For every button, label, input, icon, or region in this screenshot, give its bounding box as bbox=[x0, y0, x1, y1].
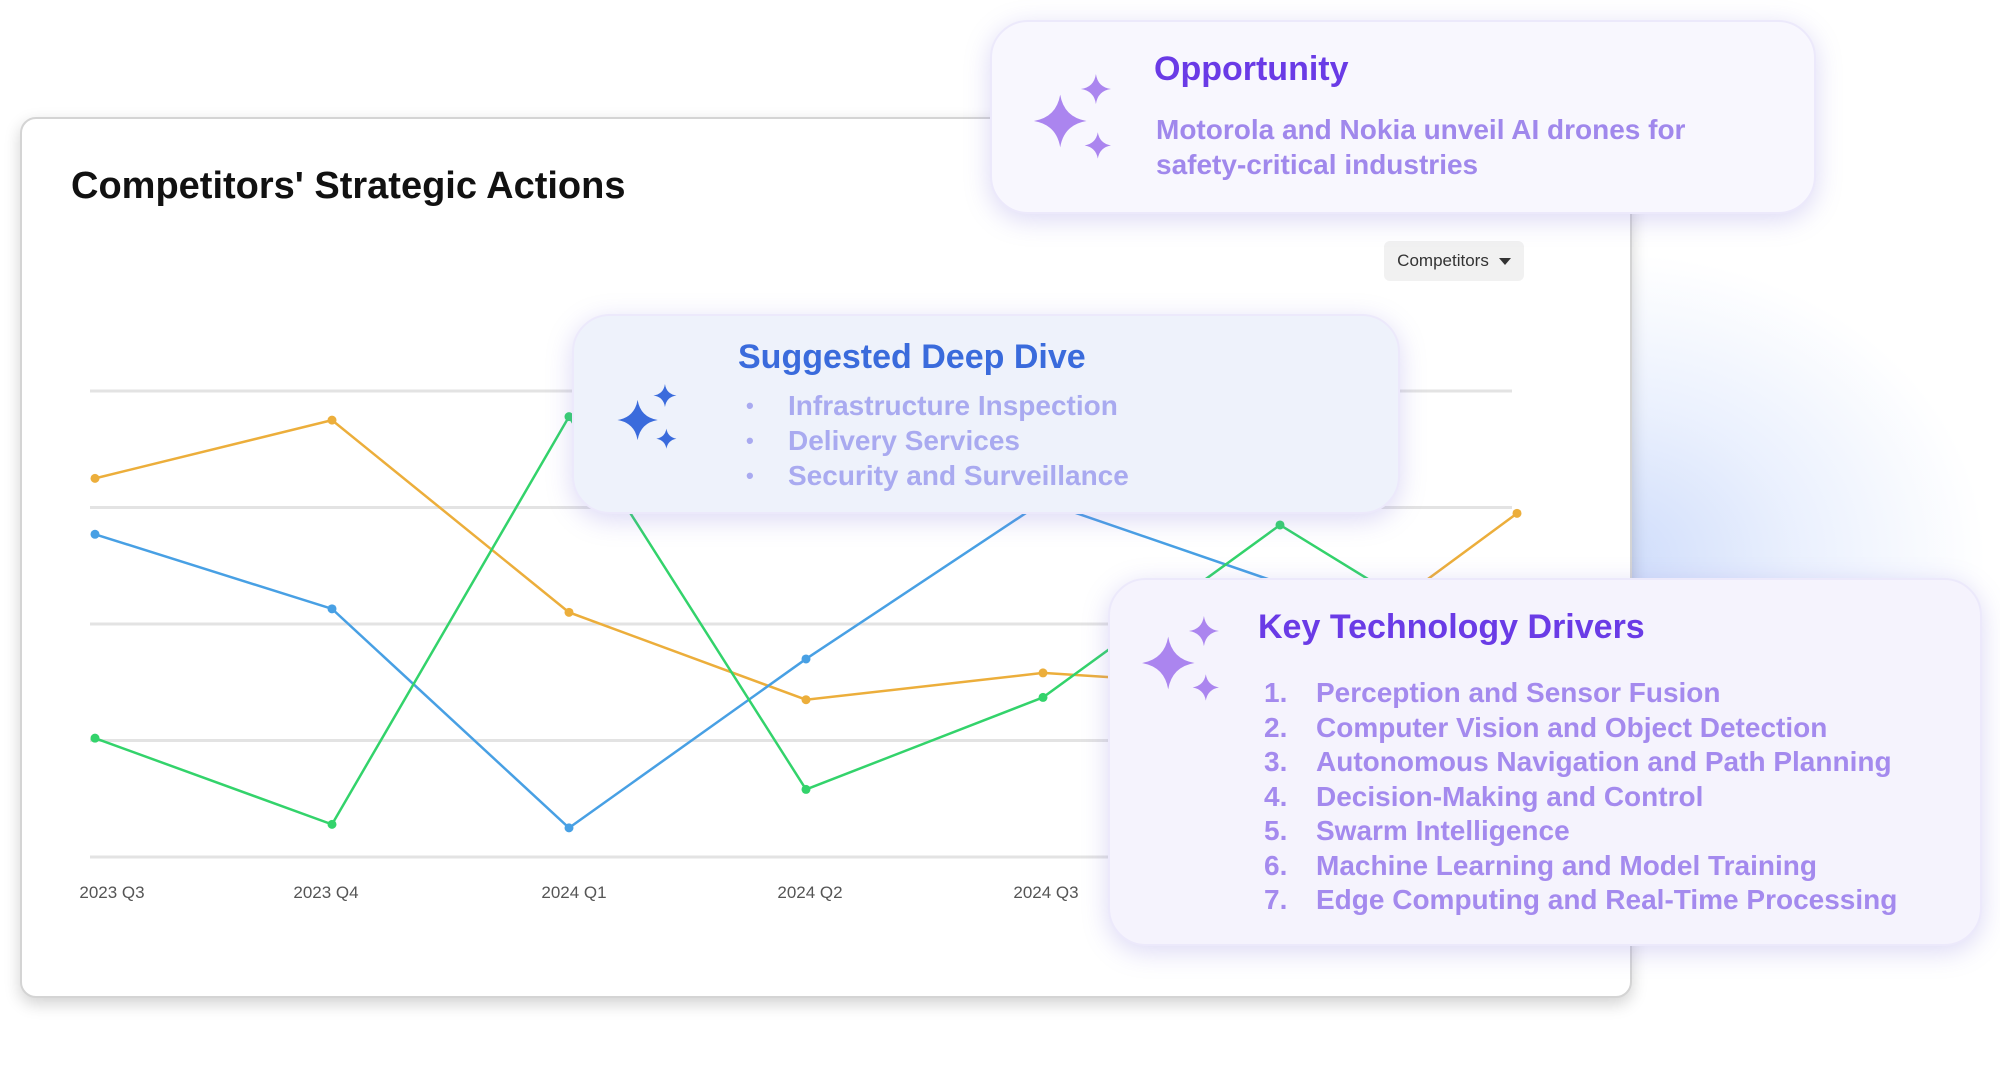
list-item[interactable]: • Delivery Services bbox=[744, 423, 1129, 458]
data-point[interactable] bbox=[90, 473, 100, 483]
data-point[interactable] bbox=[327, 415, 337, 425]
data-point[interactable] bbox=[801, 695, 811, 705]
dropdown-label: Competitors bbox=[1397, 251, 1489, 270]
bullet-icon: • bbox=[746, 463, 754, 488]
opportunity-card: Opportunity Motorola and Nokia unveil AI… bbox=[990, 20, 1816, 214]
data-point[interactable] bbox=[1038, 668, 1048, 678]
x-tick-label: 2023 Q3 bbox=[79, 883, 144, 902]
list-item-label: Perception and Sensor Fusion bbox=[1316, 677, 1721, 708]
x-tick-label: 2023 Q4 bbox=[293, 883, 358, 902]
x-tick-label: 2024 Q1 bbox=[541, 883, 606, 902]
list-item-label: Infrastructure Inspection bbox=[788, 390, 1118, 421]
data-point[interactable] bbox=[801, 784, 811, 794]
list-item-label: Swarm Intelligence bbox=[1316, 815, 1570, 846]
list-item-label: Computer Vision and Object Detection bbox=[1316, 711, 1828, 743]
x-tick-label: 2024 Q2 bbox=[777, 883, 842, 902]
data-point[interactable] bbox=[1512, 508, 1522, 518]
list-number: 5. bbox=[1264, 815, 1288, 846]
sparkle-icon bbox=[1141, 616, 1219, 701]
opportunity-title: Opportunity bbox=[1154, 50, 1349, 88]
x-tick-label: 2024 Q3 bbox=[1013, 883, 1078, 902]
competitors-dropdown[interactable]: Competitors bbox=[1384, 241, 1524, 281]
list-number: 4. bbox=[1264, 780, 1288, 812]
drivers-title: Key Technology Drivers bbox=[1258, 608, 1645, 646]
sparkle-icon bbox=[617, 384, 677, 449]
data-point[interactable] bbox=[564, 412, 574, 422]
list-number: 3. bbox=[1264, 746, 1288, 777]
list-item[interactable]: 7. Edge Computing and Real-Time Processin… bbox=[1256, 883, 1897, 918]
bullet-icon: • bbox=[746, 428, 754, 453]
deep-dive-title: Suggested Deep Dive bbox=[738, 338, 1086, 376]
list-item[interactable]: 3. Autonomous Navigation and Path Plannin… bbox=[1256, 745, 1897, 780]
data-point[interactable] bbox=[564, 607, 574, 617]
list-item-label: Delivery Services bbox=[788, 425, 1020, 456]
data-point[interactable] bbox=[327, 604, 337, 614]
list-item-label: Decision-Making and Control bbox=[1316, 780, 1704, 812]
opportunity-line: safety-critical industries bbox=[1156, 149, 1479, 180]
list-item[interactable]: 6. Machine Learning and Model Training bbox=[1256, 849, 1897, 884]
deep-dive-card: Suggested Deep Dive • Infrastructure Insp… bbox=[572, 314, 1400, 514]
data-point[interactable] bbox=[327, 819, 337, 829]
data-point[interactable] bbox=[90, 529, 100, 539]
sparkle-icon bbox=[1033, 74, 1111, 159]
list-item-label: Security and Surveillance bbox=[788, 460, 1129, 491]
list-item-label: Edge Computing and Real-Time Processing bbox=[1316, 884, 1898, 915]
list-item[interactable]: • Security and Surveillance bbox=[744, 458, 1129, 493]
list-item[interactable]: 5. Swarm Intelligence bbox=[1256, 814, 1897, 849]
drivers-list: 1. Perception and Sensor Fusion 2. Compute… bbox=[1256, 676, 1897, 918]
list-number: 1. bbox=[1264, 677, 1288, 708]
data-point[interactable] bbox=[1038, 692, 1048, 702]
opportunity-body: Motorola and Nokia unveil AI drones for … bbox=[1156, 112, 1685, 182]
list-number: 2. bbox=[1264, 711, 1288, 743]
list-item[interactable]: • Infrastructure Inspection bbox=[744, 388, 1129, 423]
list-item[interactable]: 4. Decision-Making and Control bbox=[1256, 780, 1897, 815]
list-item-label: Autonomous Navigation and Path Planning bbox=[1316, 746, 1892, 777]
data-point[interactable] bbox=[564, 823, 574, 833]
list-number: 6. bbox=[1264, 849, 1288, 881]
list-item-label: Machine Learning and Model Training bbox=[1316, 849, 1817, 881]
bullet-icon: • bbox=[746, 393, 754, 418]
data-point[interactable] bbox=[1275, 520, 1285, 530]
caret-down-icon bbox=[1498, 257, 1511, 265]
page-title: Competitors' Strategic Actions bbox=[71, 165, 626, 207]
data-point[interactable] bbox=[90, 733, 100, 743]
list-number: 7. bbox=[1264, 884, 1288, 915]
list-item[interactable]: 1. Perception and Sensor Fusion bbox=[1256, 676, 1897, 711]
deep-dive-list: • Infrastructure Inspection • Delivery Ser… bbox=[744, 388, 1129, 493]
list-item[interactable]: 2. Computer Vision and Object Detection bbox=[1256, 711, 1897, 746]
data-point[interactable] bbox=[801, 654, 811, 664]
drivers-card: Key Technology Drivers 1. Perception and … bbox=[1108, 578, 1982, 946]
opportunity-line: Motorola and Nokia unveil AI drones for bbox=[1156, 114, 1686, 145]
